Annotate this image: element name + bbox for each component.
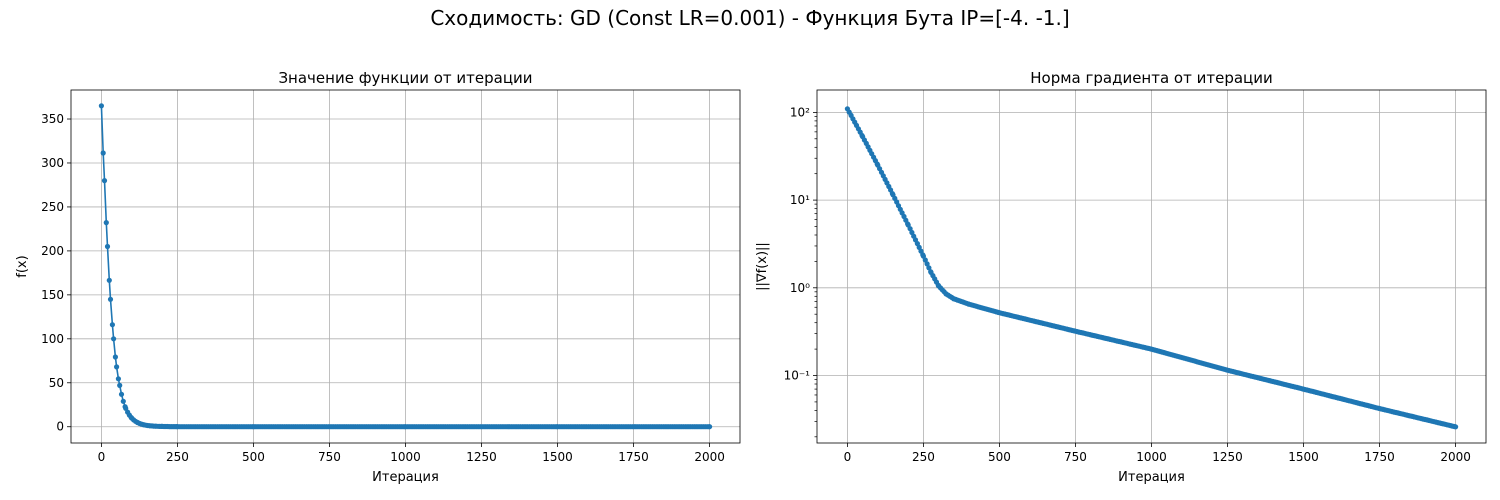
data-point <box>707 424 713 430</box>
y-axis-label: f(x) <box>15 255 30 277</box>
data-point <box>118 391 125 397</box>
x-tick-label: 1250 <box>466 450 497 464</box>
data-point <box>922 257 928 263</box>
data-point <box>924 261 930 267</box>
y-tick-label: 100 <box>41 332 64 346</box>
data-point <box>111 336 117 342</box>
data-point <box>120 398 126 404</box>
y-tick-label: 10⁰ <box>790 281 810 295</box>
data-point <box>104 243 111 250</box>
axes-2: 0 250 500 750 1000 1250 1500 1750 2000 10⁻¹ 10⁰ 10¹… <box>755 69 1487 485</box>
y-axis-label: ||∇f(x)|| <box>755 242 770 291</box>
x-tick-label: 500 <box>988 450 1011 464</box>
x-tick-label: 1000 <box>1136 450 1167 464</box>
x-tick-label: 250 <box>912 450 935 464</box>
axes-title: Норма градиента от итерации <box>1030 69 1273 87</box>
data-point <box>100 150 106 156</box>
data-point <box>117 382 123 388</box>
y-tick-label: 0 <box>56 420 64 434</box>
x-tick-label: 1750 <box>1364 450 1395 464</box>
data-point <box>103 220 109 226</box>
y-tick-label: 10⁻¹ <box>784 369 811 383</box>
x-tick-label: 1250 <box>1212 450 1243 464</box>
x-tick-label: 2000 <box>1440 450 1471 464</box>
data-point <box>114 364 120 370</box>
data-point <box>106 277 112 283</box>
x-tick-label: 0 <box>844 450 852 464</box>
data-point <box>109 322 115 328</box>
data-point <box>101 178 108 184</box>
y-tick-label: 50 <box>49 376 64 390</box>
data-point <box>115 376 121 382</box>
x-axis-label: Итерация <box>372 470 439 485</box>
series-markers <box>98 103 713 430</box>
data-point <box>112 354 118 360</box>
x-tick-label: 1500 <box>1288 450 1319 464</box>
axes-1: 0 250 500 750 1000 1250 1500 1750 2000 0 50 100 150 2… <box>15 69 741 485</box>
data-point <box>107 296 114 302</box>
figure-title: Сходимость: GD (Const LR=0.001) - Функци… <box>430 6 1070 30</box>
y-tick-label: 10¹ <box>790 193 810 207</box>
x-tick-label: 500 <box>242 450 265 464</box>
series-markers <box>844 106 1459 430</box>
y-tick-label: 250 <box>41 200 64 214</box>
y-tick-label: 350 <box>41 112 64 126</box>
axes-title: Значение функции от итерации <box>278 69 532 87</box>
x-tick-label: 750 <box>1064 450 1087 464</box>
x-tick-label: 1000 <box>390 450 421 464</box>
x-tick-label: 250 <box>166 450 189 464</box>
data-point <box>926 265 932 271</box>
x-tick-label: 1750 <box>618 450 649 464</box>
x-tick-label: 0 <box>98 450 106 464</box>
y-tick-label: 200 <box>41 244 64 258</box>
y-tick-label: 10² <box>790 105 810 119</box>
y-tick-label: 300 <box>41 156 64 170</box>
data-point <box>920 253 927 259</box>
x-tick-label: 2000 <box>694 450 725 464</box>
data-point <box>1453 424 1459 430</box>
y-tick-label: 150 <box>41 288 64 302</box>
x-tick-label: 1500 <box>542 450 573 464</box>
data-point <box>98 103 104 109</box>
x-tick-label: 750 <box>318 450 341 464</box>
x-axis-label: Итерация <box>1118 470 1185 485</box>
